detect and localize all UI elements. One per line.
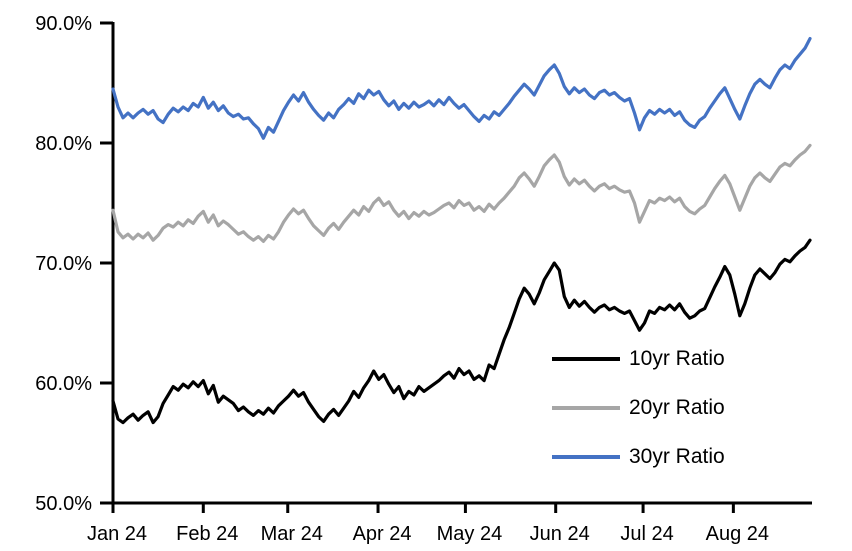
series-line-20yr-ratio <box>111 143 812 243</box>
legend: 10yr Ratio 20yr Ratio 30yr Ratio <box>552 344 725 491</box>
x-tick-label: May 24 <box>437 523 503 545</box>
legend-swatch-30yr-ratio <box>552 454 620 459</box>
legend-swatch-20yr-ratio <box>552 405 620 410</box>
x-tick-label: Jun 24 <box>530 523 590 545</box>
x-tick-label: Jul 24 <box>620 523 673 545</box>
x-tick-label: Mar 24 <box>261 523 323 545</box>
legend-swatch-10yr-ratio <box>552 356 620 361</box>
y-tick-label: 70.0% <box>35 253 92 275</box>
series-line-10yr-ratio <box>111 238 812 425</box>
legend-label-10yr-ratio: 10yr Ratio <box>629 347 725 370</box>
x-tick-label: Aug 24 <box>706 523 769 545</box>
legend-item-30yr-ratio: 30yr Ratio <box>552 442 725 471</box>
y-tick-label: 60.0% <box>35 373 92 395</box>
legend-item-10yr-ratio: 10yr Ratio <box>552 344 725 373</box>
legend-label-20yr-ratio: 20yr Ratio <box>629 396 725 419</box>
x-tick-label: Feb 24 <box>176 523 238 545</box>
y-tick-label: 90.0% <box>35 13 92 35</box>
legend-label-30yr-ratio: 30yr Ratio <box>629 445 725 468</box>
legend-item-20yr-ratio: 20yr Ratio <box>552 393 725 422</box>
y-tick-label: 80.0% <box>35 133 92 155</box>
x-tick-label: Jan 24 <box>87 523 147 545</box>
series-line-30yr-ratio <box>111 36 812 140</box>
x-tick-label: Apr 24 <box>353 523 412 545</box>
y-tick-label: 50.0% <box>35 493 92 515</box>
